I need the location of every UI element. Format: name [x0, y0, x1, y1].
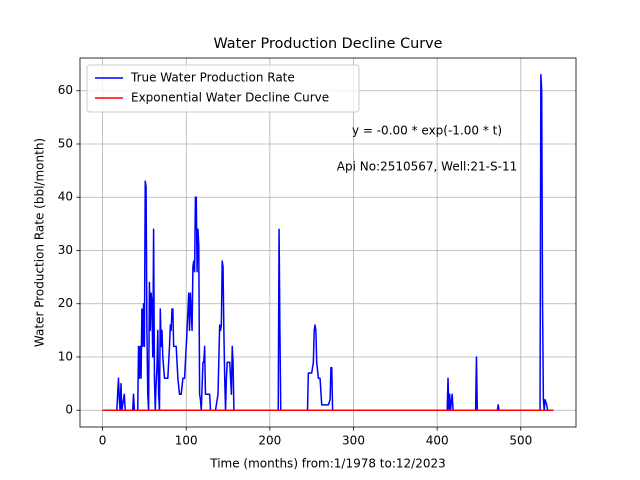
- plot-area: [80, 58, 576, 427]
- x-tick-label: 300: [342, 434, 365, 448]
- y-tick-label: 50: [58, 136, 73, 150]
- legend-label: True Water Production Rate: [130, 71, 295, 85]
- y-tick-label: 30: [58, 243, 73, 257]
- x-axis-label: Time (months) from:1/1978 to:12/2023: [209, 457, 446, 471]
- x-tick-label: 100: [175, 434, 198, 448]
- annotation: y = -0.00 * exp(-1.00 * t): [352, 124, 502, 138]
- y-tick-label: 20: [58, 296, 73, 310]
- y-tick-label: 0: [65, 403, 73, 417]
- y-axis-label: Water Production Rate (bbl/month): [33, 138, 47, 347]
- y-tick-label: 60: [58, 83, 73, 97]
- x-tick-label: 500: [509, 434, 532, 448]
- y-tick-label: 10: [58, 349, 73, 363]
- y-tick-label: 40: [58, 190, 73, 204]
- chart-title: Water Production Decline Curve: [213, 36, 442, 52]
- x-tick-label: 200: [258, 434, 281, 448]
- x-tick-label: 0: [99, 434, 107, 448]
- legend-label: Exponential Water Decline Curve: [131, 91, 329, 105]
- data-line: [102, 74, 554, 411]
- annotation: Api No:2510567, Well:21-S-11: [337, 160, 517, 174]
- x-tick-label: 400: [426, 434, 449, 448]
- axes-frame: [79, 57, 577, 428]
- legend-box: [86, 64, 360, 113]
